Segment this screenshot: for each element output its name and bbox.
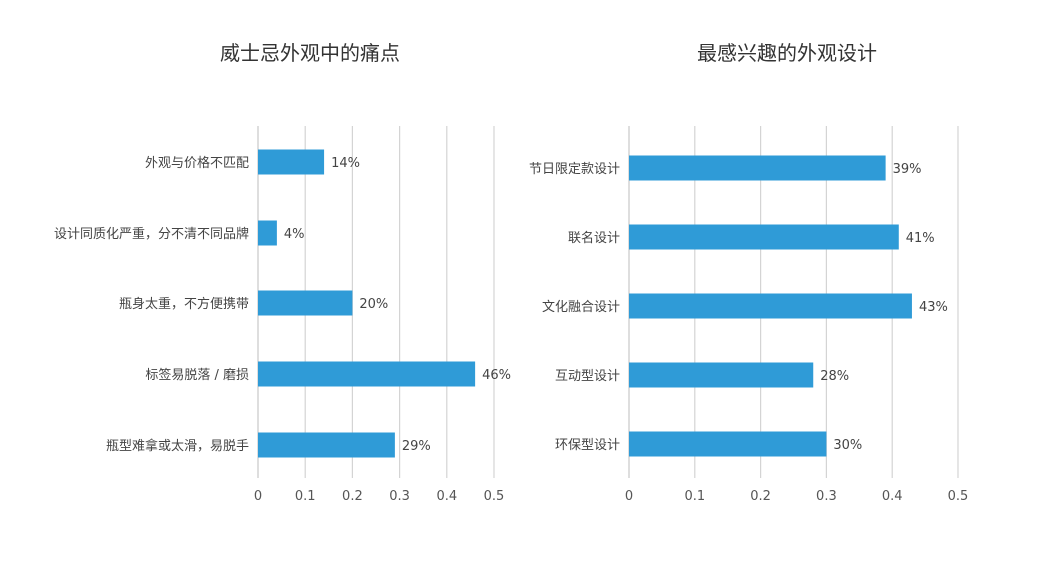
bar — [258, 432, 395, 458]
category-label: 外观与价格不匹配 — [145, 155, 249, 171]
x-tick-label: 0.1 — [295, 489, 316, 504]
data-label: 28% — [820, 369, 849, 384]
bar — [258, 290, 353, 316]
x-tick-label: 0.2 — [750, 489, 771, 504]
bar — [629, 224, 899, 250]
category-label: 标签易脱落 / 磨损 — [145, 367, 249, 383]
category-label: 瓶身太重，不方便携带 — [119, 296, 249, 312]
x-tick-label: 0.5 — [484, 489, 505, 504]
category-label: 互动型设计 — [555, 369, 620, 384]
x-tick-label: 0 — [254, 489, 262, 504]
bar — [258, 361, 476, 387]
data-label: 30% — [833, 438, 862, 453]
chart-title: 最感兴趣的外观设计 — [697, 41, 877, 65]
bar — [629, 293, 912, 319]
data-label: 43% — [919, 300, 948, 315]
category-label: 节日限定款设计 — [529, 162, 620, 177]
chart-1: 威士忌外观中的痛点 0 0.1 0.2 0.3 0.4 0.5 外观与价格不匹配 14% 设计同质… — [54, 41, 511, 504]
bar — [258, 220, 277, 246]
chart-2: 最感兴趣的外观设计 0 0.1 0.2 0.3 0.4 0.5 节日限定款设计 39% 联名设计 4… — [529, 41, 968, 504]
data-label: 20% — [359, 297, 388, 312]
category-label: 文化融合设计 — [542, 300, 620, 315]
data-label: 39% — [893, 162, 922, 177]
data-label: 4% — [284, 227, 305, 242]
x-tick-label: 0.2 — [342, 489, 363, 504]
data-label: 41% — [906, 231, 935, 246]
category-label: 瓶型难拿或太滑，易脱手 — [106, 438, 249, 454]
x-tick-label: 0 — [625, 489, 633, 504]
category-label: 联名设计 — [568, 230, 620, 246]
x-tick-label: 0.3 — [816, 489, 837, 504]
bar — [258, 149, 325, 175]
data-label: 46% — [482, 368, 511, 383]
category-label: 环保型设计 — [555, 438, 620, 453]
chart-title: 威士忌外观中的痛点 — [220, 41, 400, 65]
x-tick-label: 0.1 — [684, 489, 705, 504]
bar — [629, 155, 886, 181]
data-label: 14% — [331, 156, 360, 171]
bar — [629, 362, 814, 388]
bar — [629, 431, 827, 457]
category-label: 设计同质化严重，分不清不同品牌 — [54, 226, 249, 242]
x-tick-label: 0.4 — [882, 489, 903, 504]
data-label: 29% — [402, 439, 431, 454]
x-tick-label: 0.3 — [389, 489, 410, 504]
x-tick-label: 0.5 — [948, 489, 969, 504]
x-tick-label: 0.4 — [436, 489, 457, 504]
